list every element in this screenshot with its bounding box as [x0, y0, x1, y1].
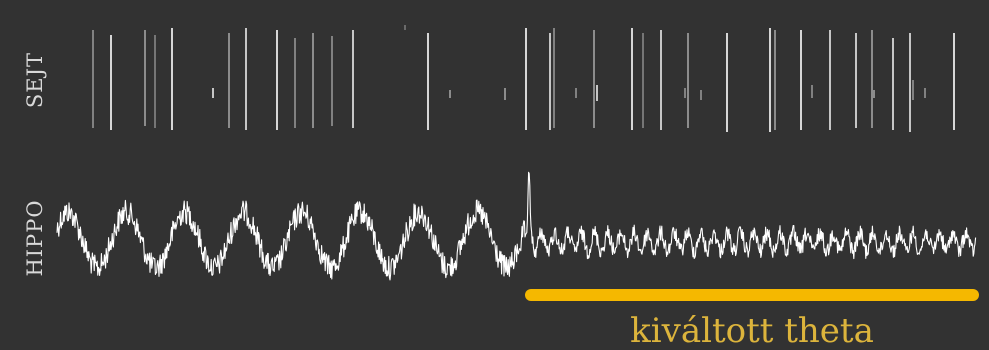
cell-row-label: SEJT [23, 52, 47, 108]
evoked-theta-label: kiváltott theta [630, 311, 874, 350]
hippocampal-lfp-trace [56, 171, 977, 281]
unit-spike-raster [92, 25, 955, 132]
hippo-row-label: HIPPO [23, 199, 47, 276]
